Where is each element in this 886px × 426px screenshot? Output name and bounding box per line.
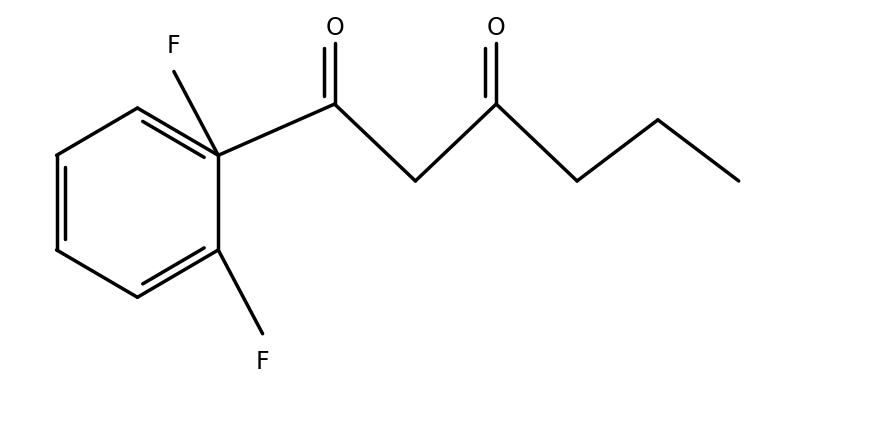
Text: O: O <box>325 16 344 40</box>
Text: F: F <box>167 34 181 58</box>
Text: O: O <box>486 16 506 40</box>
Text: F: F <box>256 349 269 373</box>
